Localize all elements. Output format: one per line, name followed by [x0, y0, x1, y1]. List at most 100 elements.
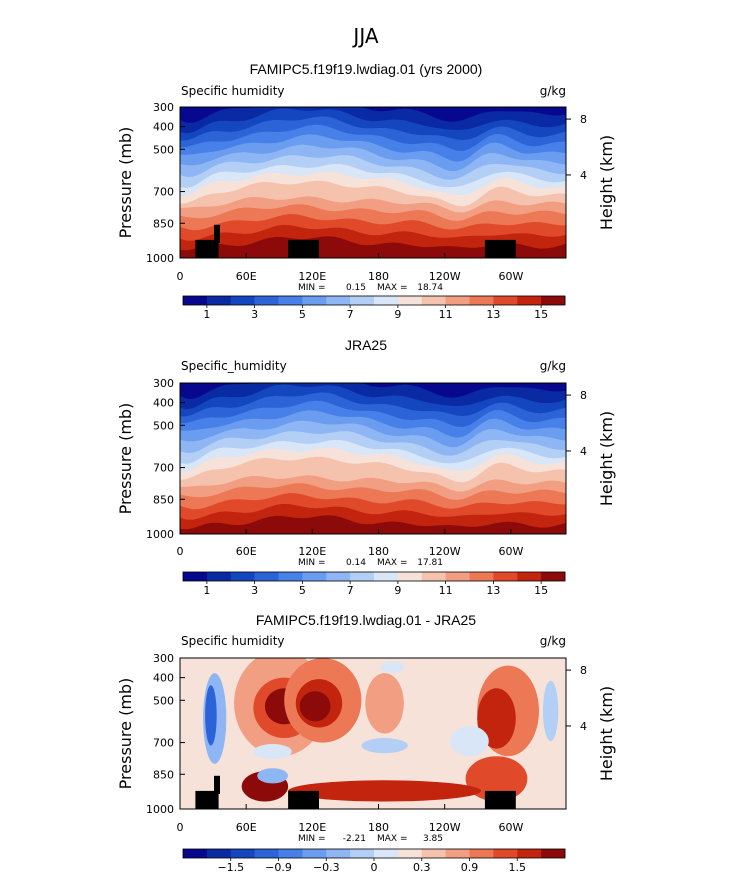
colorbar-label: 7	[347, 308, 354, 321]
colorbar-label: 15	[534, 308, 548, 321]
y-tick-label: 700	[153, 186, 174, 199]
x-tick-label: 60E	[236, 270, 257, 283]
contour-field	[180, 658, 566, 809]
colorbar-label: 7	[347, 584, 354, 597]
colorbar-label: 3	[251, 584, 258, 597]
colorbar-label: 5	[299, 308, 306, 321]
contour-band-15	[180, 236, 566, 258]
x-tick-label: 120E	[298, 545, 326, 558]
colorbar-swatch	[541, 572, 566, 581]
colorbar-swatch	[445, 572, 470, 581]
colorbar-swatch	[350, 296, 375, 305]
x-tick-label: 60W	[498, 270, 523, 283]
x-tick-label: 60E	[236, 821, 257, 834]
colorbar-swatch	[278, 849, 303, 858]
y2-axis-title: Height (km)	[597, 411, 616, 506]
field-label: Specific humidity	[181, 84, 285, 98]
colorbar-swatch	[517, 296, 542, 305]
colorbar-swatch	[445, 296, 470, 305]
colorbar-swatch	[254, 572, 279, 581]
colorbar-label: 9	[394, 308, 401, 321]
colorbar-swatch	[302, 572, 327, 581]
field-label: Specific_humidity	[181, 359, 287, 373]
colorbar-swatch	[469, 849, 494, 858]
colorbar-swatch	[517, 849, 542, 858]
x-tick-label: 0	[177, 270, 184, 283]
y2-axis-title: Height (km)	[597, 686, 616, 781]
colorbar-label: 11	[439, 584, 453, 597]
max-value: 18.74	[417, 283, 443, 293]
contour-blob-18	[542, 680, 559, 742]
y2-tick-label: 4	[580, 720, 587, 733]
x-tick-label: 120W	[429, 545, 461, 558]
colorbar-swatch	[206, 296, 232, 305]
colorbar-swatch	[206, 849, 232, 858]
colorbar-swatch	[183, 572, 208, 581]
colorbar-swatch	[493, 296, 518, 305]
colorbar-swatch	[397, 572, 423, 581]
colorbar-label: 1.5	[509, 861, 527, 874]
plot-frame	[179, 106, 567, 259]
colorbar-swatch	[326, 849, 351, 858]
contour-field	[180, 383, 566, 534]
colorbar-label: 9	[394, 584, 401, 597]
y-tick-label: 300	[153, 652, 174, 665]
contour-blob-11	[205, 685, 217, 746]
min-label: MIN =	[298, 558, 326, 568]
colorbar-swatch	[230, 572, 255, 581]
min-label: MIN =	[298, 283, 326, 293]
contour-band-15	[180, 515, 566, 534]
colorbar-swatch	[302, 296, 327, 305]
colorbar-swatch	[206, 572, 232, 581]
y-axis-title: Pressure (mb)	[116, 678, 135, 790]
colorbar-swatch	[541, 296, 566, 305]
colorbar-swatch	[350, 849, 375, 858]
plot-frame	[179, 382, 567, 535]
topography-mask-1	[288, 790, 319, 809]
max-label: MAX =	[377, 558, 408, 568]
y-tick-label: 1000	[146, 528, 174, 541]
y-tick-label: 400	[153, 672, 174, 685]
colorbar-swatch	[326, 296, 351, 305]
max-label: MAX =	[377, 834, 408, 844]
min-label: MIN =	[298, 834, 326, 844]
colorbar-swatch	[469, 572, 494, 581]
y-tick-label: 700	[153, 462, 174, 475]
colorbar-swatch	[445, 849, 470, 858]
colorbar-label: 15	[534, 584, 548, 597]
colorbar-swatch	[493, 849, 518, 858]
x-tick-label: 0	[177, 821, 184, 834]
page-title: JJA	[351, 24, 378, 48]
colorbar-swatch	[493, 572, 518, 581]
colorbar-label: 13	[486, 308, 500, 321]
y-tick-label: 850	[153, 493, 174, 506]
x-tick-label: 180	[368, 545, 389, 558]
colorbar-swatch	[350, 572, 375, 581]
field-label: Specific humidity	[181, 634, 285, 648]
y-tick-label: 700	[153, 737, 174, 750]
colorbar-label: 3	[251, 308, 258, 321]
panel-title: JRA25	[345, 337, 387, 353]
colorbar-swatch	[326, 572, 351, 581]
units-label: g/kg	[540, 84, 566, 98]
x-tick-label: 180	[368, 821, 389, 834]
max-value: 17.81	[417, 558, 443, 568]
x-tick-label: 60E	[236, 545, 257, 558]
colorbar-label: 0.9	[461, 861, 479, 874]
max-value: 3.85	[423, 834, 443, 844]
x-tick-label: 120E	[298, 270, 326, 283]
min-value: -2.21	[343, 834, 366, 844]
x-tick-label: 180	[368, 270, 389, 283]
x-tick-label: 120E	[298, 821, 326, 834]
colorbar-swatch	[374, 296, 399, 305]
min-value: 0.14	[346, 558, 366, 568]
contour-blob-8	[477, 688, 516, 749]
contour-blob-9	[465, 756, 528, 802]
contour-blob-13	[288, 780, 482, 802]
contour-blob-15	[257, 768, 288, 784]
colorbar-swatch	[469, 296, 494, 305]
y-axis-title: Pressure (mb)	[116, 403, 135, 515]
colorbar-label: 13	[486, 584, 500, 597]
colorbar-label: 1	[203, 308, 210, 321]
colorbar-label: 1	[203, 584, 210, 597]
